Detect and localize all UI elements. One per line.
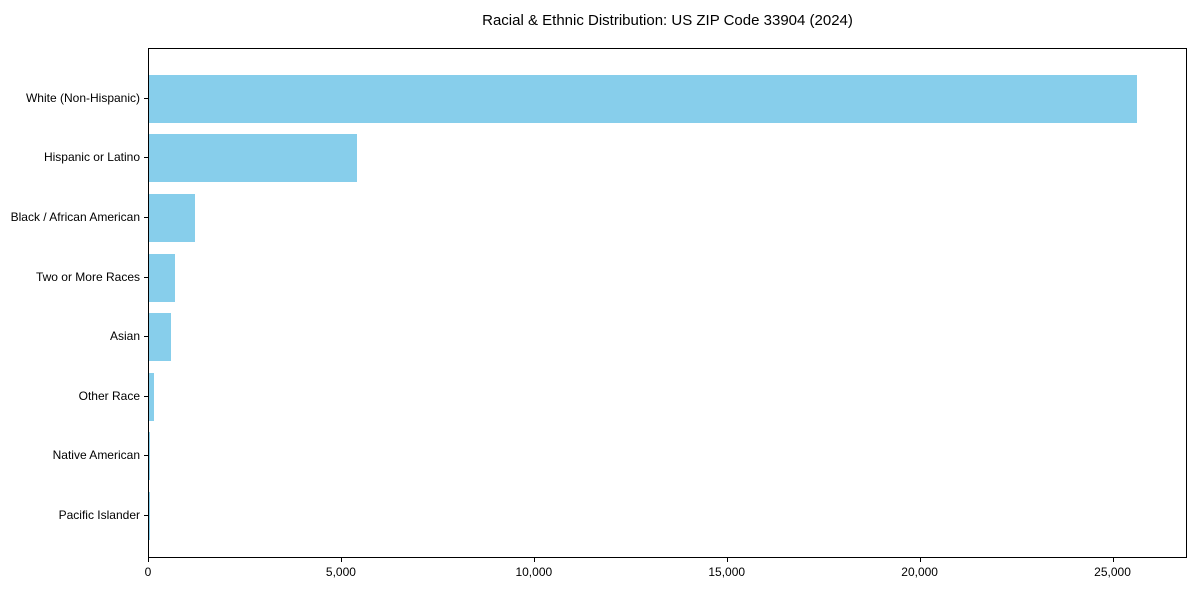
y-tick-mark	[144, 455, 148, 457]
category-label: Pacific Islander	[58, 508, 140, 522]
chart-title: Racial & Ethnic Distribution: US ZIP Cod…	[482, 12, 853, 29]
y-axis-labels: White (Non-Hispanic) Hispanic or Latino Bl…	[0, 48, 140, 558]
x-tick-mark	[533, 558, 535, 562]
x-tick-mark	[148, 558, 149, 562]
y-tick-mark	[144, 336, 148, 338]
y-tick-mark	[144, 515, 148, 516]
y-tick-mark	[144, 276, 148, 278]
category-label: Two or More Races	[35, 269, 140, 284]
category-label: Other Race	[78, 388, 140, 403]
bar-asian	[149, 313, 171, 362]
category-label: Native American	[52, 448, 140, 463]
x-tick-label: 0	[144, 565, 152, 579]
y-tick-mark	[144, 395, 148, 397]
bar-white-non-hispanic	[149, 74, 1137, 123]
x-tick-label: 15,000	[708, 565, 746, 579]
x-tick-mark	[1112, 558, 1114, 562]
x-axis-ticks: 0 5,000 10,000 15,000 20,000 25,000	[144, 558, 1187, 588]
x-tick-label: 10,000	[515, 565, 553, 579]
x-tick-label: 20,000	[901, 565, 938, 579]
x-tick-mark	[340, 558, 342, 562]
category-label: White (Non-Hispanic)	[25, 90, 140, 105]
bar-hispanic-or-latino	[149, 134, 357, 183]
y-tick-mark	[144, 217, 148, 218]
x-tick-mark	[726, 558, 728, 562]
category-label: Black / African American	[10, 210, 140, 224]
y-tick-mark	[144, 97, 148, 99]
bar-native-american	[149, 432, 151, 481]
bar-black-african-american	[149, 194, 195, 242]
x-tick-label: 5,000	[325, 565, 356, 579]
x-tick-label: 25,000	[1094, 565, 1131, 579]
plot-area	[148, 48, 1187, 558]
bar-other-race	[149, 372, 154, 421]
category-label: Asian	[109, 329, 140, 344]
category-label: Hispanic or Latino	[43, 150, 140, 165]
y-tick-mark	[144, 157, 148, 159]
x-tick-mark	[919, 558, 921, 562]
bar-two-or-more-races	[149, 253, 175, 302]
